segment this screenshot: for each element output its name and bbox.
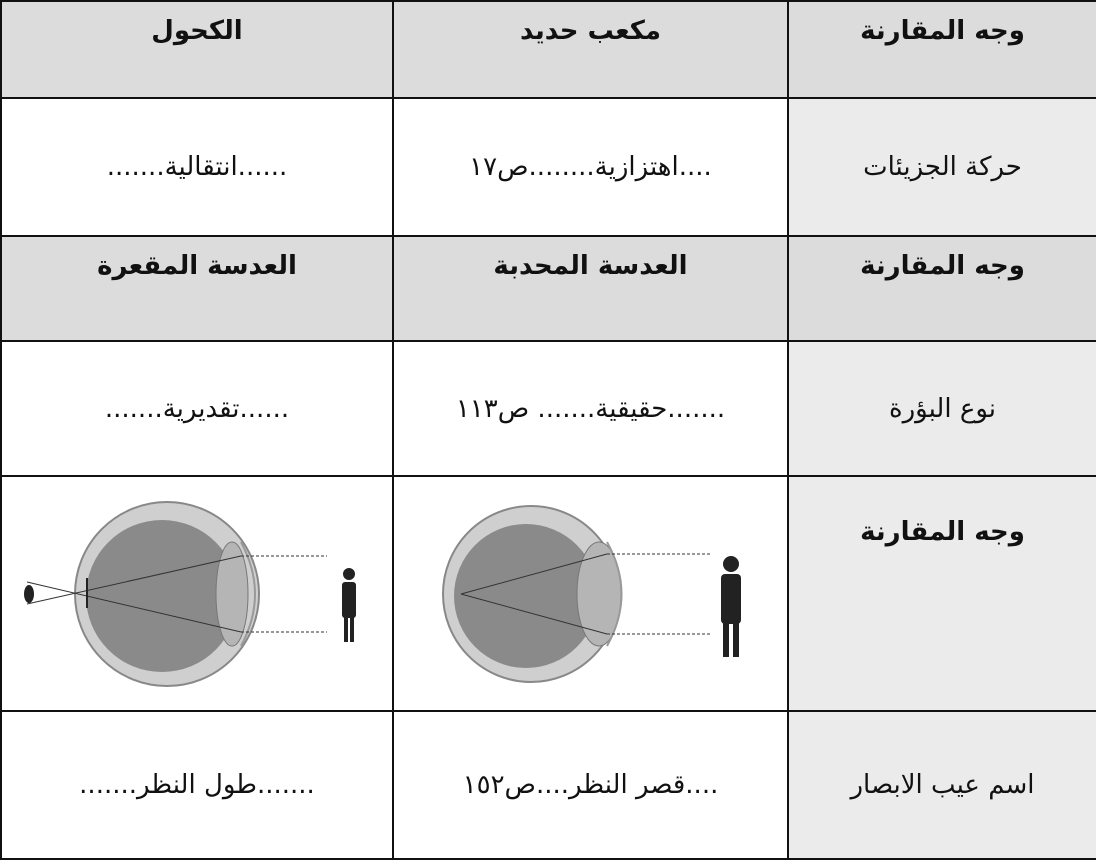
cell: العدسة المحدبة — [392, 235, 789, 342]
cell: وجه المقارنة — [787, 235, 1096, 342]
cell: وجه المقارنة — [787, 475, 1096, 712]
cell: نوع البؤرة — [787, 340, 1096, 477]
image-cell — [392, 475, 789, 712]
cell: وجه المقارنة — [787, 0, 1096, 99]
cell: .......طول النظر....... — [0, 710, 394, 860]
cell: ......انتقالية....... — [0, 97, 394, 237]
header-row: وجه المقارنة العدسة المحدبة العدسة المقع… — [0, 235, 1096, 342]
cell: .......حقيقية....... ص١١٣ — [392, 340, 789, 477]
image-cell — [0, 475, 394, 712]
eye-diagram-myopia — [441, 504, 741, 683]
cell: حركة الجزيئات — [787, 97, 1096, 237]
cell: ....اهتزازية........ص١٧ — [392, 97, 789, 237]
row: نوع البؤرة .......حقيقية....... ص١١٣ ...… — [0, 340, 1096, 477]
row: اسم عيب الابصار ....قصر النظر....ص١٥٢ ..… — [0, 710, 1096, 860]
header-row: وجه المقارنة مكعب حديد الكحول — [0, 0, 1096, 99]
cell: مكعب حديد — [392, 0, 789, 99]
eye-diagram-hyperopia — [24, 500, 356, 687]
row: وجه المقارنة — [0, 475, 1096, 712]
cell: ......تقديرية....... — [0, 340, 394, 477]
cell: ....قصر النظر....ص١٥٢ — [392, 710, 789, 860]
cell: الكحول — [0, 0, 394, 99]
cell: اسم عيب الابصار — [787, 710, 1096, 860]
row: حركة الجزيئات ....اهتزازية........ص١٧ ..… — [0, 97, 1096, 237]
cell: العدسة المقعرة — [0, 235, 394, 342]
